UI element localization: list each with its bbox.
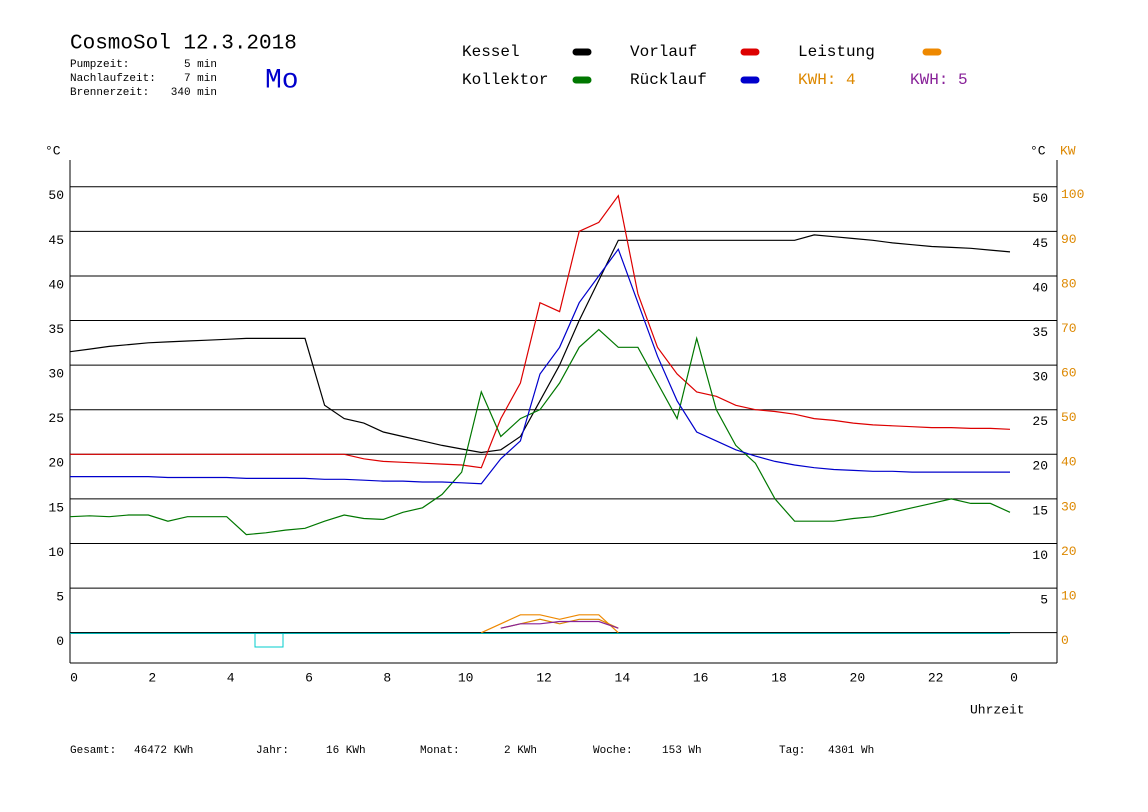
y-right-tick-label: 5 <box>1040 593 1048 608</box>
y2-tick-label: 10 <box>1061 589 1077 604</box>
series-line <box>500 620 619 629</box>
x-tick-label: 2 <box>148 670 156 685</box>
series-line <box>481 614 619 634</box>
y-right-tick-label: 15 <box>1032 503 1048 518</box>
y-right-tick-label: 10 <box>1032 548 1048 563</box>
y-right-tick-label: 40 <box>1032 280 1048 295</box>
stat-label: Gesamt: <box>70 745 116 757</box>
info-value: 5 min <box>184 59 217 71</box>
y-tick-label: 40 <box>48 277 64 292</box>
x-tick-label: 18 <box>771 670 787 685</box>
x-tick-label: 0 <box>70 670 78 685</box>
y-right-tick-label: 30 <box>1032 370 1048 385</box>
y2-tick-label: 70 <box>1061 321 1077 336</box>
day: Mo <box>265 65 299 96</box>
y-tick-label: 15 <box>48 500 64 515</box>
info-value: 340 min <box>171 87 217 99</box>
series-line <box>70 247 1010 485</box>
info-label: Pumpzeit: <box>70 59 129 71</box>
info-value: 7 min <box>184 73 217 85</box>
y-tick-label: 20 <box>48 456 64 471</box>
x-tick-label: 12 <box>536 670 552 685</box>
legend-label: Rücklauf <box>630 71 707 89</box>
stat-label: Tag: <box>779 745 805 757</box>
x-tick-label: 8 <box>383 670 391 685</box>
x-tick-label: 16 <box>693 670 709 685</box>
y-tick-label: 25 <box>48 411 64 426</box>
info-label: Brennerzeit: <box>70 87 149 99</box>
y2-tick-label: 0 <box>1061 633 1069 648</box>
legend-label: Kessel <box>462 43 520 61</box>
y2-tick-label: 40 <box>1061 455 1077 470</box>
y2-tick-label: 20 <box>1061 544 1077 559</box>
y2-tick-label: 60 <box>1061 366 1077 381</box>
y2-unit: KW <box>1060 143 1076 158</box>
y-right-tick-label: 35 <box>1032 325 1048 340</box>
legend-label: KWH: 5 <box>910 71 968 89</box>
legend-label: Kollektor <box>462 71 548 89</box>
x-tick-label: 14 <box>615 670 631 685</box>
x-tick-label: 0 <box>1010 670 1018 685</box>
y2-tick-label: 100 <box>1061 187 1084 202</box>
stat-value: 46472 KWh <box>134 745 193 757</box>
x-tick-label: 20 <box>850 670 866 685</box>
y-tick-label: 10 <box>48 545 64 560</box>
y-tick-label: 30 <box>48 367 64 382</box>
x-tick-label: 10 <box>458 670 474 685</box>
x-tick-label: 22 <box>928 670 944 685</box>
info-label: Nachlaufzeit: <box>70 73 156 85</box>
y2-tick-label: 50 <box>1061 410 1077 425</box>
stat-value: 153 Wh <box>662 745 702 757</box>
legend-label: KWH: 4 <box>798 71 856 89</box>
y2-tick-label: 80 <box>1061 276 1077 291</box>
y-tick-label: 5 <box>56 590 64 605</box>
series-line <box>69 234 1011 454</box>
y-tick-label: 0 <box>56 634 64 649</box>
y-tick-label: 50 <box>48 188 64 203</box>
x-tick-label: 4 <box>227 670 235 685</box>
y-tick-label: 45 <box>48 233 64 248</box>
stat-label: Woche: <box>593 745 633 757</box>
stat-label: Monat: <box>420 745 460 757</box>
y-right-tick-label: 45 <box>1032 236 1048 251</box>
y-tick-label: 35 <box>48 322 64 337</box>
series-line <box>70 194 1011 469</box>
stat-value: 4301 Wh <box>828 745 874 757</box>
y-unit: °C <box>45 143 61 158</box>
title: CosmoSol 12.3.2018 <box>70 33 297 56</box>
stat-value: 16 KWh <box>326 745 366 757</box>
y2-tick-label: 90 <box>1061 232 1077 247</box>
x-tick-label: 6 <box>305 670 313 685</box>
legend-label: Vorlauf <box>630 43 697 61</box>
y-right-tick-label: 25 <box>1032 414 1048 429</box>
stat-value: 2 KWh <box>504 745 537 757</box>
y-right-tick-label: 50 <box>1032 191 1048 206</box>
stat-label: Jahr: <box>256 745 289 757</box>
legend-label: Leistung <box>798 43 875 61</box>
y2-tick-label: 30 <box>1061 499 1077 514</box>
y-unit-right: °C <box>1030 143 1046 158</box>
y-right-tick-label: 20 <box>1032 459 1048 474</box>
series-line <box>69 328 1011 536</box>
x-axis-label: Uhrzeit <box>970 702 1025 717</box>
